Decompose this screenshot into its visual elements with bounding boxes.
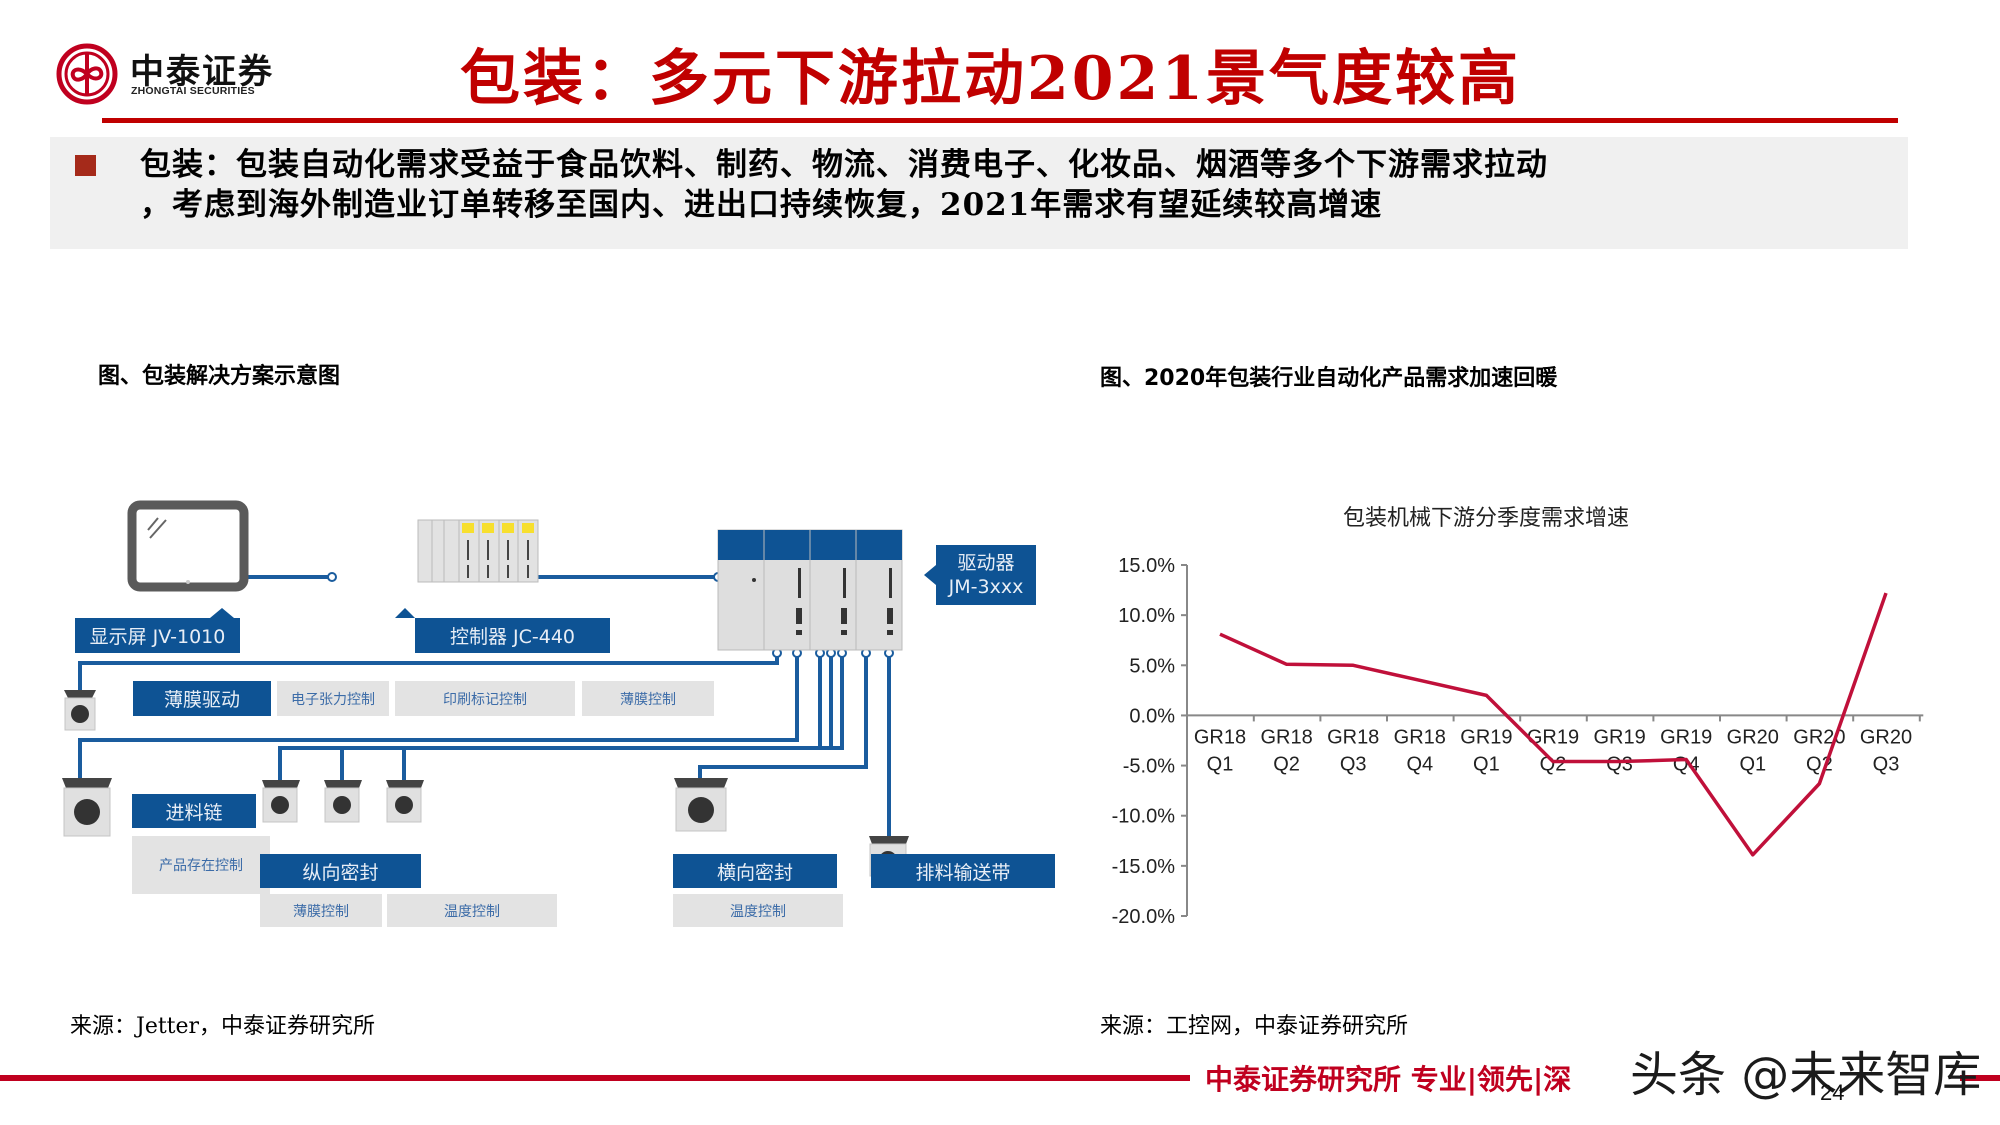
right-figure-source: 来源：工控网，中泰证券研究所 bbox=[1100, 1014, 1409, 1039]
y-tick-label: -10.0% bbox=[1112, 806, 1176, 828]
x-tick-label: Q3 bbox=[1606, 753, 1633, 775]
x-tick-label: GR20 bbox=[1860, 726, 1912, 748]
footer-divider-right bbox=[1960, 1075, 2000, 1081]
temperature-control-1-label: 温度控制 bbox=[387, 894, 557, 927]
x-tick-label: GR20 bbox=[1727, 726, 1779, 748]
display-label: 显示屏 JV-1010 bbox=[75, 618, 240, 653]
left-figure-caption: 图、包装解决方案示意图 bbox=[98, 364, 341, 389]
x-tick-label: Q1 bbox=[1207, 753, 1234, 775]
y-tick-label: 15.0% bbox=[1118, 555, 1175, 577]
product-presence-label: 产品存在控制 bbox=[132, 836, 270, 894]
x-tick-label: GR19 bbox=[1460, 726, 1512, 748]
zhongtai-logo-icon bbox=[56, 43, 118, 105]
bullet-square-icon bbox=[75, 155, 96, 176]
discharge-conveyor-label: 排料输送带 bbox=[871, 854, 1055, 888]
summary-text: 包装：包装自动化需求受益于食品饮料、制药、物流、消费电子、化妆品、烟酒等多个下游… bbox=[140, 145, 1900, 225]
title-divider bbox=[102, 118, 1898, 123]
x-tick-label: Q2 bbox=[1806, 753, 1833, 775]
summary-line-2: ，考虑到海外制造业订单转移至国内、进出口持续恢复，2021年需求有望延续较高增速 bbox=[140, 187, 1383, 223]
tension-control-label: 电子张力控制 bbox=[277, 681, 389, 716]
x-tick-label: Q3 bbox=[1873, 753, 1900, 775]
print-mark-control-label: 印刷标记控制 bbox=[395, 681, 575, 716]
watermark: 头条 @未来智库 bbox=[1630, 1047, 1982, 1103]
film-control-top-label: 薄膜控制 bbox=[582, 681, 714, 716]
x-tick-label: GR18 bbox=[1260, 726, 1312, 748]
line-chart-svg: 15.0% 10.0% 5.0% 0.0% -5.0% -10.0% -15.0% -20.0… bbox=[1112, 555, 1924, 928]
controller-label: 控制器 JC-440 bbox=[415, 618, 610, 653]
driver-label-line1: 驱动器 bbox=[957, 552, 1015, 574]
drive-icon bbox=[717, 529, 903, 651]
page-title: 包装：多元下游拉动2021景气度较高 bbox=[460, 44, 1521, 114]
longitudinal-seal-label: 纵向密封 bbox=[260, 854, 421, 888]
driver-label-line2: JM-3xxx bbox=[948, 576, 1024, 598]
x-tick-label: GR19 bbox=[1593, 726, 1645, 748]
x-tick-label: Q1 bbox=[1739, 753, 1766, 775]
logo-text-en: ZHONGTAI SECURITIES bbox=[131, 85, 255, 97]
footer-divider-left bbox=[0, 1075, 1190, 1081]
line-chart: 15.0% 10.0% 5.0% 0.0% -5.0% -10.0% -15.0% -20.0… bbox=[1090, 550, 1970, 930]
summary-line-1: 包装：包装自动化需求受益于食品饮料、制药、物流、消费电子、化妆品、烟酒等多个下游… bbox=[140, 147, 1548, 183]
logo-text-cn: 中泰证券 bbox=[130, 52, 274, 92]
right-figure-caption: 图、2020年包装行业自动化产品需求加速回暖 bbox=[1100, 366, 1558, 391]
y-tick-label: -5.0% bbox=[1123, 756, 1175, 778]
x-tick-label: GR18 bbox=[1194, 726, 1246, 748]
x-tick-label: GR19 bbox=[1527, 726, 1579, 748]
packaging-solution-diagram: 显示屏 JV-1010 控制器 JC-440 驱动器 JM-3xxx 薄膜驱动 … bbox=[60, 490, 1070, 940]
x-tick-label: Q1 bbox=[1473, 753, 1500, 775]
display-icon bbox=[127, 500, 249, 592]
x-tick-label: Q3 bbox=[1340, 753, 1367, 775]
y-tick-label: 10.0% bbox=[1118, 605, 1175, 627]
y-tick-label: -20.0% bbox=[1112, 906, 1176, 928]
controller-icon bbox=[417, 519, 539, 583]
x-tick-label: GR19 bbox=[1660, 726, 1712, 748]
transverse-seal-label: 横向密封 bbox=[673, 854, 837, 888]
left-figure-source: 来源：Jetter，中泰证券研究所 bbox=[70, 1014, 376, 1039]
logo bbox=[55, 42, 119, 106]
x-tick-label: GR18 bbox=[1327, 726, 1379, 748]
film-drive-label: 薄膜驱动 bbox=[133, 681, 271, 716]
footer-slogan: 中泰证券研究所 专业|领先|深 bbox=[1205, 1063, 1572, 1096]
y-tick-label: 5.0% bbox=[1129, 655, 1175, 677]
film-control-bottom-label: 薄膜控制 bbox=[260, 894, 382, 927]
x-tick-label: Q2 bbox=[1540, 753, 1567, 775]
y-tick-label: 0.0% bbox=[1129, 705, 1175, 727]
driver-label: 驱动器 JM-3xxx bbox=[936, 545, 1036, 605]
y-tick-label: -15.0% bbox=[1112, 856, 1176, 878]
x-tick-label: Q4 bbox=[1406, 753, 1433, 775]
page-number: 24 bbox=[1820, 1080, 1845, 1105]
chart-title: 包装机械下游分季度需求增速 bbox=[1343, 506, 1630, 531]
series-line bbox=[1219, 592, 1888, 857]
x-tick-label: Q2 bbox=[1273, 753, 1300, 775]
temperature-control-2-label: 温度控制 bbox=[673, 894, 843, 927]
summary-box bbox=[50, 137, 1908, 249]
x-tick-label: GR18 bbox=[1394, 726, 1446, 748]
feed-chain-label: 进料链 bbox=[132, 794, 256, 828]
